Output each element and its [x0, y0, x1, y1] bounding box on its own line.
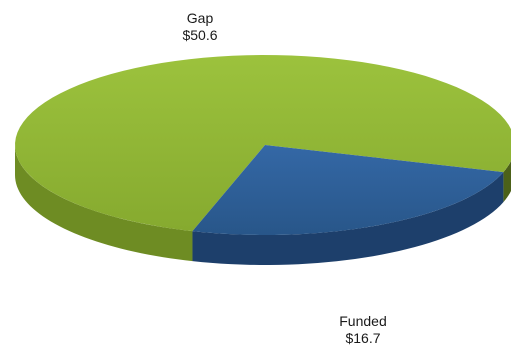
slice-label-gap: Gap $50.6 — [150, 10, 250, 44]
slice-label-funded: Funded $16.7 — [313, 313, 413, 347]
slice-label-gap-value: $50.6 — [182, 27, 218, 43]
slice-label-funded-value: $16.7 — [345, 330, 381, 346]
slice-gap-side-left — [15, 145, 193, 262]
slice-gap — [15, 55, 511, 232]
slice-gap-side-right — [503, 161, 511, 203]
slice-funded-side — [192, 172, 504, 265]
pie-slices — [15, 55, 511, 265]
slice-label-gap-name: Gap — [186, 10, 214, 26]
slice-label-funded-name: Funded — [339, 313, 387, 329]
slice-funded — [192, 145, 504, 235]
